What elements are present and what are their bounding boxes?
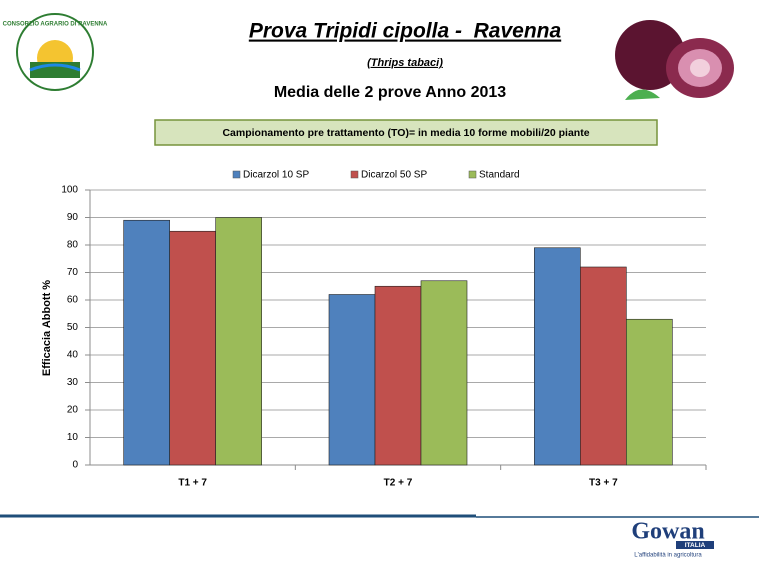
- x-tick-label: T1 + 7: [178, 478, 207, 489]
- bar: [328, 294, 376, 466]
- legend-label: Dicarzol 50 SP: [361, 170, 427, 181]
- y-tick-label: 40: [67, 350, 79, 361]
- y-tick-label: 0: [72, 460, 78, 471]
- bar: [580, 266, 627, 466]
- bar: [534, 247, 581, 466]
- legend-label: Dicarzol 10 SP: [243, 170, 309, 181]
- y-tick-label: 50: [67, 322, 79, 333]
- bar: [626, 318, 673, 466]
- y-tick-label: 80: [67, 240, 79, 251]
- y-tick-label: 30: [67, 377, 79, 388]
- y-tick-label: 90: [67, 212, 79, 223]
- consorzio-logo: CONSORZIO AGRARIO DI RAVENNA: [3, 13, 108, 91]
- onion-image: [605, 10, 745, 105]
- bar: [420, 280, 468, 466]
- y-tick-label: 70: [67, 267, 79, 278]
- slide-title: Prova Tripidi cipolla - Ravenna: [249, 20, 562, 43]
- bar: [123, 219, 170, 466]
- annotation-box: [154, 119, 658, 146]
- subtitle: (Thrips tabaci): [367, 57, 443, 69]
- heading: Media delle 2 prove Anno 2013: [274, 84, 506, 101]
- bar: [374, 285, 422, 466]
- y-tick-label: 100: [61, 185, 78, 196]
- y-tick-label: 10: [67, 432, 79, 443]
- bar: [169, 230, 216, 466]
- gowan-logo: Gowan ITALIA L'affidabilità in agricoltu…: [631, 519, 714, 559]
- legend-label: Standard: [479, 170, 520, 181]
- logo-text: CONSORZIO AGRARIO DI RAVENNA: [3, 22, 108, 28]
- y-tick-label: 20: [67, 405, 79, 416]
- legend-swatch: [468, 170, 477, 179]
- y-axis-label: Efficacia Abbott %: [41, 280, 53, 376]
- logo-tagline: L'affidabilità in agricoltura: [634, 553, 702, 559]
- x-tick-label: T3 + 7: [589, 478, 618, 489]
- logo-country: ITALIA: [685, 542, 706, 549]
- bar: [215, 217, 262, 466]
- x-tick-label: T2 + 7: [384, 478, 413, 489]
- legend-swatch: [350, 170, 359, 179]
- y-tick-label: 60: [67, 295, 79, 306]
- logo-name: Gowan: [631, 519, 704, 545]
- legend-swatch: [232, 170, 241, 179]
- annotation: Campionamento pre trattamento (TO)= in m…: [222, 127, 589, 139]
